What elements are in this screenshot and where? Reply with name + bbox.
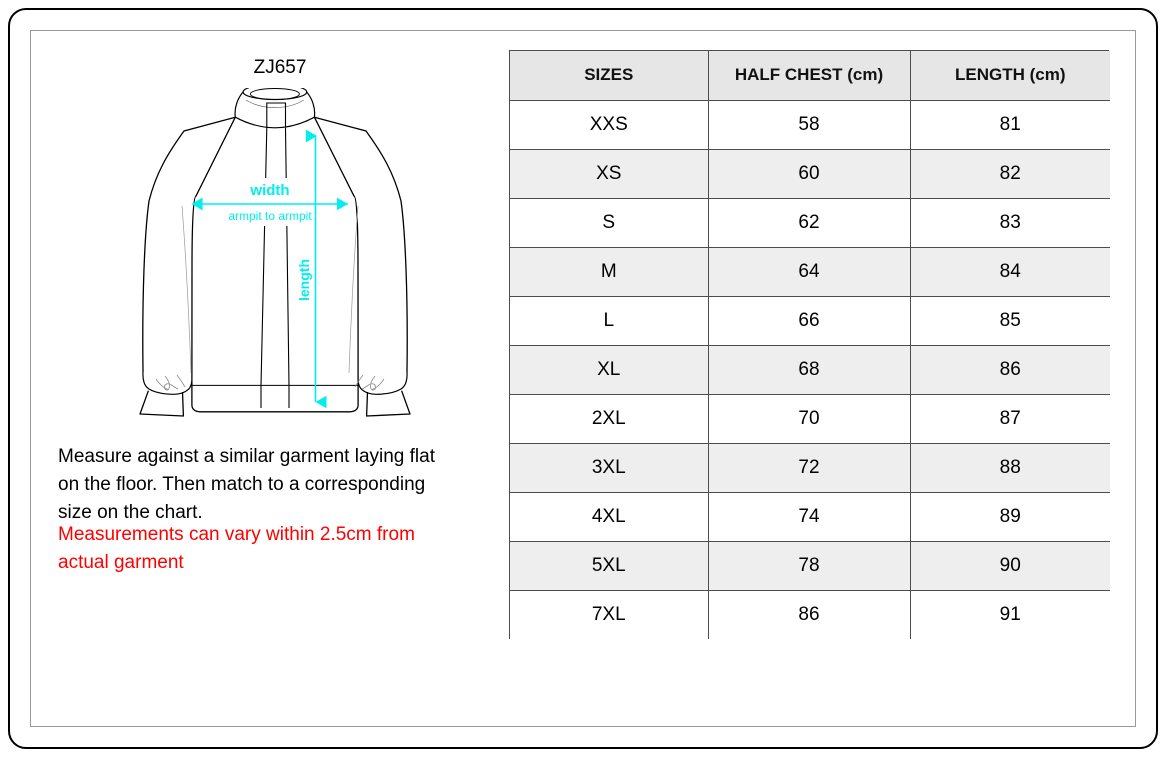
svg-text:length: length (296, 259, 312, 301)
svg-text:width: width (249, 182, 289, 199)
svg-text:armpit to armpit: armpit to armpit (228, 209, 312, 223)
